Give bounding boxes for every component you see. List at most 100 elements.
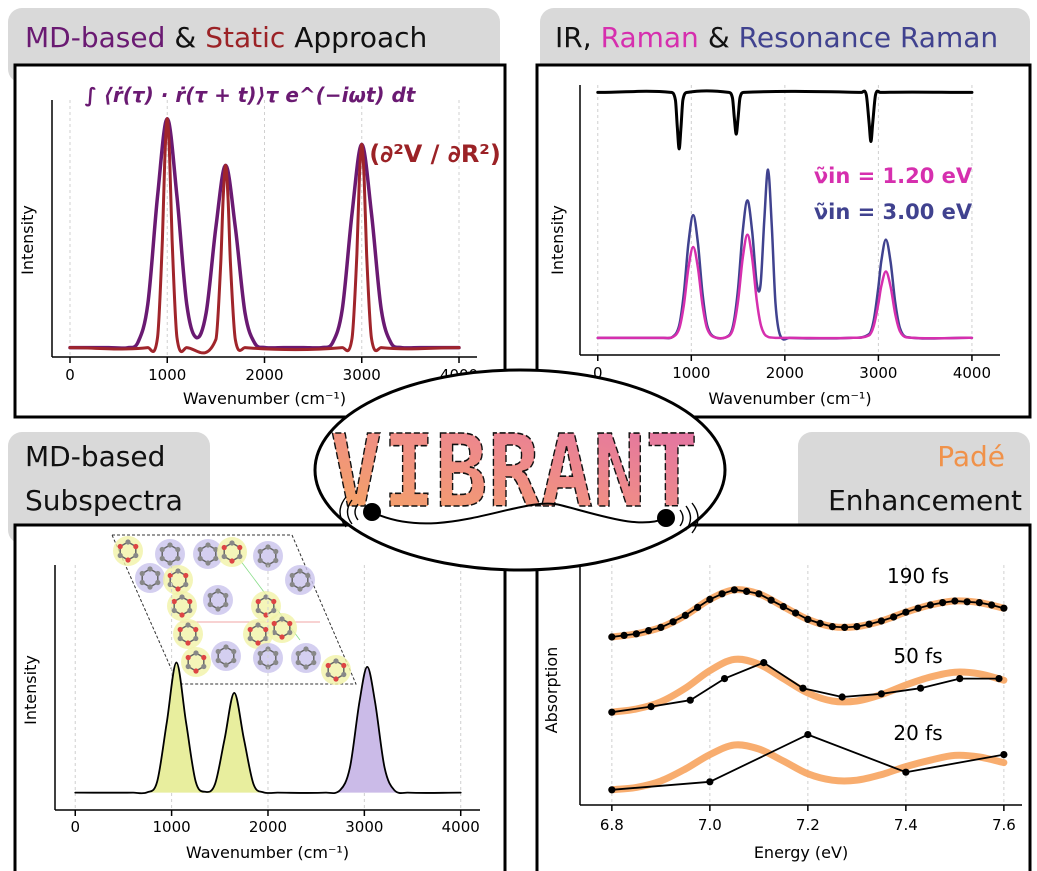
atom bbox=[186, 655, 191, 660]
atom bbox=[223, 662, 228, 667]
marker bbox=[878, 617, 885, 624]
atom bbox=[193, 668, 198, 673]
atom bbox=[193, 627, 198, 632]
series-label: 20 fs bbox=[893, 721, 942, 745]
atom bbox=[271, 608, 276, 613]
atom bbox=[222, 554, 227, 559]
marker bbox=[687, 697, 694, 704]
x-tick-label: 3000 bbox=[343, 366, 381, 384]
page: MD-based&StaticApproach01000200030004000… bbox=[0, 0, 1037, 871]
atom bbox=[311, 660, 316, 665]
marker bbox=[755, 590, 762, 597]
atom bbox=[303, 646, 308, 651]
title-part: Resonance Raman bbox=[739, 21, 999, 54]
series-label: 190 fs bbox=[887, 564, 949, 588]
atom bbox=[326, 663, 331, 668]
atom bbox=[229, 540, 234, 545]
atom bbox=[273, 660, 278, 665]
x-tick-label: 3000 bbox=[345, 818, 383, 836]
atom bbox=[255, 622, 260, 627]
x-tick-label: 7.2 bbox=[796, 816, 820, 834]
atom bbox=[222, 545, 227, 550]
x-tick-label: 0 bbox=[65, 366, 75, 384]
marker bbox=[768, 597, 775, 604]
atom bbox=[296, 651, 301, 656]
atom bbox=[231, 658, 236, 663]
atom bbox=[125, 539, 130, 544]
atom bbox=[326, 672, 331, 677]
atom bbox=[175, 586, 180, 591]
atom bbox=[160, 547, 165, 552]
marker bbox=[799, 685, 806, 692]
atom bbox=[175, 547, 180, 552]
atom bbox=[216, 649, 221, 654]
marker bbox=[902, 769, 909, 776]
marker bbox=[976, 599, 983, 606]
annotation: ν̃in = 1.20 eV bbox=[814, 164, 973, 188]
atom bbox=[272, 621, 277, 626]
atom bbox=[118, 544, 123, 549]
marker bbox=[988, 601, 995, 608]
x-tick-label: 0 bbox=[70, 818, 80, 836]
x-tick-label: 3000 bbox=[859, 364, 897, 382]
atom bbox=[186, 664, 191, 669]
atom bbox=[205, 542, 210, 547]
atom bbox=[178, 627, 183, 632]
atom bbox=[178, 636, 183, 641]
marker bbox=[608, 709, 615, 716]
x-axis-label: Wavenumber (cm⁻¹) bbox=[183, 389, 346, 408]
y-axis-label: Intensity bbox=[18, 205, 37, 275]
atom bbox=[187, 599, 192, 604]
x-tick-label: 7.6 bbox=[992, 816, 1016, 834]
marker bbox=[719, 590, 726, 597]
atom bbox=[179, 612, 184, 617]
marker bbox=[890, 613, 897, 620]
marker bbox=[804, 731, 811, 738]
atom bbox=[256, 599, 261, 604]
panel: IR,Raman&Resonance Raman0100020003000400… bbox=[537, 8, 1030, 417]
atom bbox=[287, 630, 292, 635]
atom bbox=[172, 608, 177, 613]
panel: MD-based&StaticApproach01000200030004000… bbox=[8, 8, 505, 417]
atom bbox=[205, 560, 210, 565]
atom bbox=[133, 553, 138, 558]
atom bbox=[333, 676, 338, 681]
atom bbox=[193, 650, 198, 655]
atom bbox=[175, 568, 180, 573]
y-axis-label: Intensity bbox=[21, 655, 40, 725]
title-part: IR, bbox=[555, 21, 592, 54]
atom bbox=[201, 655, 206, 660]
atom bbox=[279, 616, 284, 621]
x-axis-label: Wavenumber (cm⁻¹) bbox=[186, 843, 349, 862]
panel-title: Subspectra bbox=[25, 484, 183, 517]
atom bbox=[290, 573, 295, 578]
atom bbox=[140, 571, 145, 576]
atom bbox=[273, 549, 278, 554]
atom bbox=[215, 606, 220, 611]
marker bbox=[608, 633, 615, 640]
atom bbox=[255, 640, 260, 645]
atom bbox=[237, 545, 242, 550]
atom bbox=[198, 547, 203, 552]
title-part: Padé bbox=[937, 440, 1005, 473]
atom bbox=[118, 553, 123, 558]
atom bbox=[208, 593, 213, 598]
marker bbox=[839, 693, 846, 700]
atom bbox=[341, 672, 346, 677]
marker bbox=[939, 599, 946, 606]
x-tick-label: 1000 bbox=[672, 364, 710, 382]
x-tick-label: 7.0 bbox=[698, 816, 722, 834]
x-tick-label: 2000 bbox=[249, 818, 287, 836]
x-tick-label: 2000 bbox=[245, 366, 283, 384]
marker bbox=[853, 623, 860, 630]
atom bbox=[258, 660, 263, 665]
atom bbox=[258, 558, 263, 563]
x-tick-label: 6.8 bbox=[600, 816, 624, 834]
marker bbox=[902, 609, 909, 616]
atom bbox=[208, 602, 213, 607]
atom bbox=[172, 599, 177, 604]
marker bbox=[866, 621, 873, 628]
atom bbox=[248, 627, 253, 632]
marker bbox=[829, 623, 836, 630]
y-axis-label: Absorption bbox=[542, 647, 561, 734]
